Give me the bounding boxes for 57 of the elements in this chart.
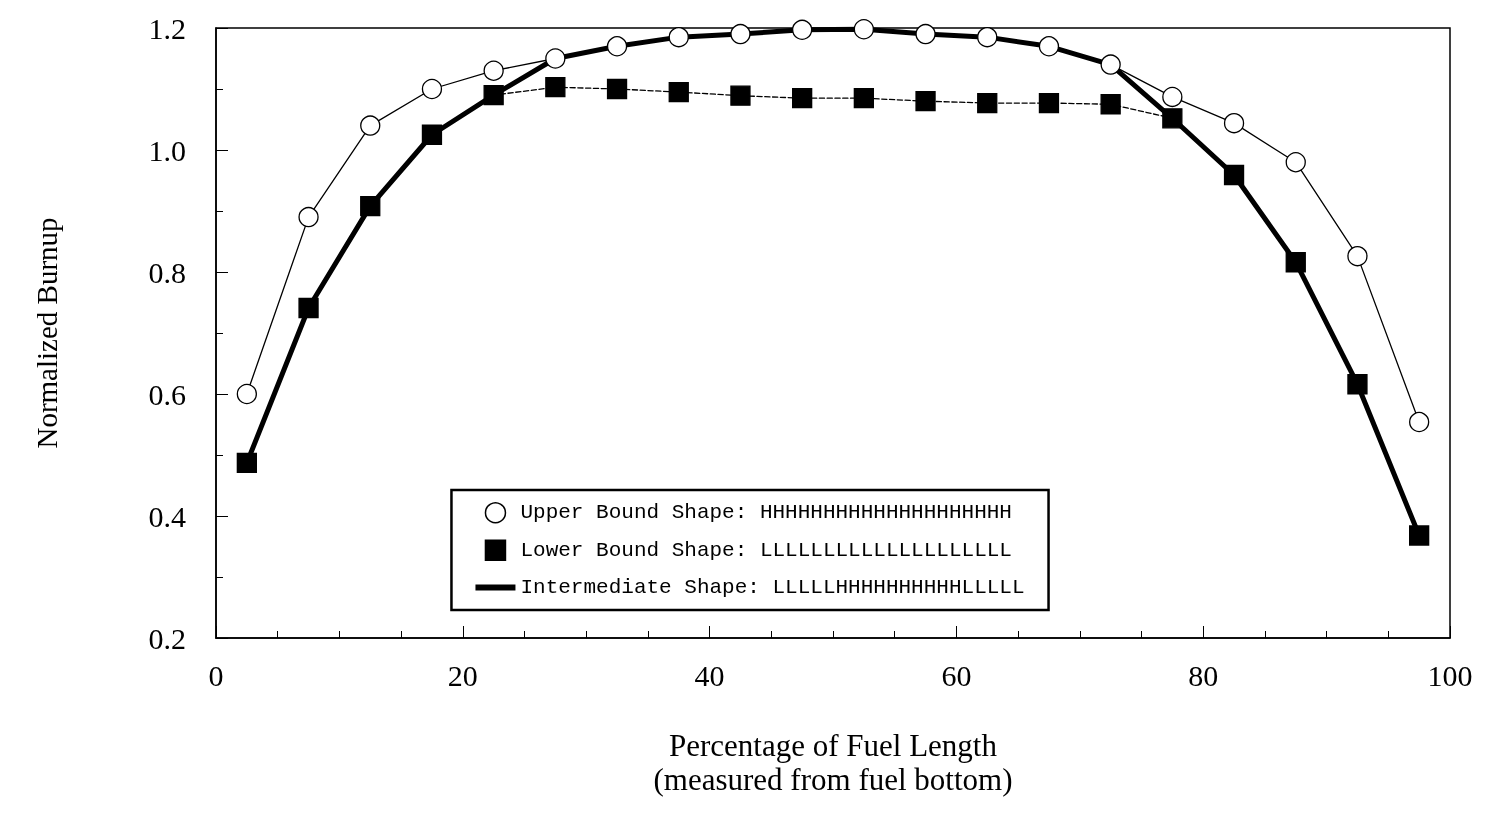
x-tick-label: 100 <box>1427 658 1473 692</box>
point <box>421 124 443 145</box>
point <box>853 19 874 40</box>
point <box>1100 94 1121 115</box>
x-tick-label: 60 <box>941 658 972 692</box>
point <box>360 115 381 136</box>
legend-label: Lower Bound Shape: LLLLLLLLLLLLLLLLLLLL <box>520 538 1012 562</box>
y-axis-title: Normalized Burnup <box>30 217 63 449</box>
x-axis-title: Percentage of Fuel Length (measured from fuel bottom) <box>653 727 1013 797</box>
y-tick-label: 0.4 <box>148 499 186 533</box>
y-tick-label: 0.8 <box>148 255 186 289</box>
point <box>1409 525 1430 546</box>
point <box>545 48 566 69</box>
point <box>483 60 504 81</box>
point <box>977 27 998 48</box>
point <box>1285 152 1306 173</box>
point <box>977 92 998 114</box>
point <box>421 78 443 100</box>
y-tick-label: 0.6 <box>148 377 186 411</box>
x-tick-label: 40 <box>694 658 725 692</box>
point <box>606 78 628 100</box>
x-tick-label: 80 <box>1188 658 1219 692</box>
x-tick-label: 0 <box>208 658 224 692</box>
point <box>915 23 936 45</box>
point <box>236 452 257 474</box>
point <box>792 88 813 109</box>
point <box>1162 86 1183 108</box>
point <box>483 84 504 106</box>
point <box>1100 54 1121 75</box>
point <box>668 27 689 48</box>
point <box>1038 92 1060 114</box>
point <box>298 206 319 228</box>
point <box>298 297 319 319</box>
point <box>730 23 751 45</box>
point <box>1347 245 1368 267</box>
point <box>236 383 257 405</box>
point <box>668 81 689 103</box>
legend-label: Intermediate Shape: LLLLLHHHHHHHHHHLLLLL <box>520 576 1025 599</box>
point <box>853 88 874 109</box>
point <box>730 85 751 106</box>
y-tick-label: 1.2 <box>148 11 186 45</box>
x-tick-label: 20 <box>447 658 478 692</box>
point <box>606 36 628 57</box>
point <box>1347 374 1368 395</box>
point <box>1409 411 1430 433</box>
y-tick-label: 0.2 <box>148 621 186 655</box>
point <box>1162 108 1183 129</box>
point <box>792 19 813 40</box>
point <box>1285 252 1306 273</box>
point <box>1223 164 1245 186</box>
legend-label: Upper Bound Shape: HHHHHHHHHHHHHHHHHHHH <box>520 501 1012 525</box>
point <box>1223 113 1245 134</box>
point <box>915 91 936 112</box>
point <box>1038 36 1060 57</box>
y-tick-label: 1.0 <box>148 133 186 167</box>
point <box>545 77 566 98</box>
point <box>360 195 381 217</box>
